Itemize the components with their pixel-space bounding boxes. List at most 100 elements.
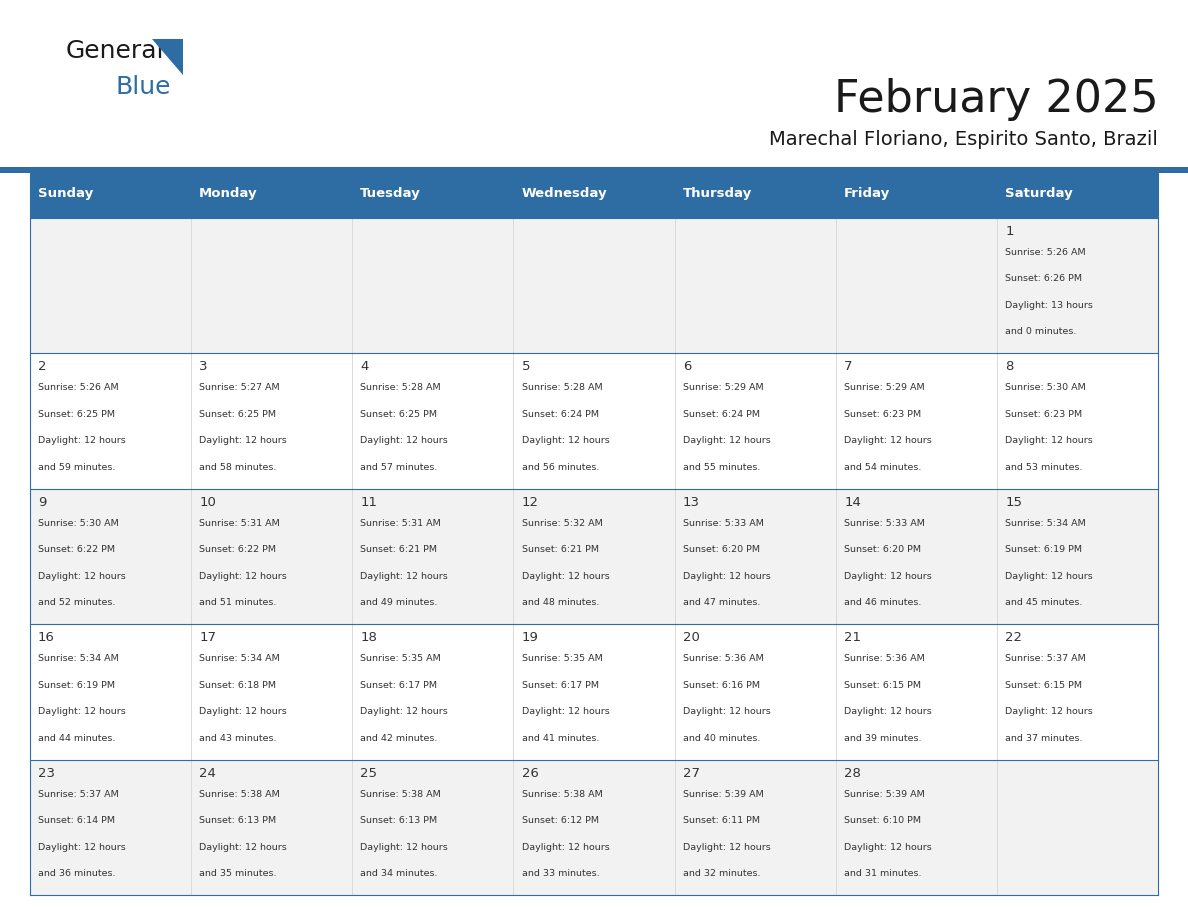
Bar [836, 353, 997, 488]
Bar [0, 167, 1188, 173]
Bar [191, 218, 352, 353]
Text: Sunrise: 5:36 AM: Sunrise: 5:36 AM [845, 655, 925, 664]
Text: Saturday: Saturday [1005, 187, 1073, 200]
Bar [352, 624, 513, 759]
Text: 25: 25 [360, 767, 378, 780]
Bar [191, 759, 352, 895]
Text: Sunset: 6:21 PM: Sunset: 6:21 PM [360, 545, 437, 554]
Text: 1: 1 [1005, 225, 1013, 238]
Text: Sunset: 6:20 PM: Sunset: 6:20 PM [683, 545, 760, 554]
Text: and 41 minutes.: and 41 minutes. [522, 733, 599, 743]
Text: Blue: Blue [115, 75, 171, 99]
Text: Daylight: 12 hours: Daylight: 12 hours [360, 843, 448, 852]
Text: Sunrise: 5:33 AM: Sunrise: 5:33 AM [683, 519, 764, 528]
Text: Sunset: 6:25 PM: Sunset: 6:25 PM [360, 409, 437, 419]
Text: Sunset: 6:12 PM: Sunset: 6:12 PM [522, 816, 599, 825]
Text: Sunday: Sunday [38, 187, 93, 200]
Text: 4: 4 [360, 361, 368, 374]
Text: Sunset: 6:22 PM: Sunset: 6:22 PM [38, 545, 115, 554]
Text: Sunrise: 5:39 AM: Sunrise: 5:39 AM [683, 789, 764, 799]
Bar [836, 170, 997, 218]
Text: Sunset: 6:16 PM: Sunset: 6:16 PM [683, 681, 760, 689]
Bar [30, 218, 191, 353]
Text: Sunset: 6:19 PM: Sunset: 6:19 PM [1005, 545, 1082, 554]
Text: Sunset: 6:23 PM: Sunset: 6:23 PM [1005, 409, 1082, 419]
Text: Sunset: 6:22 PM: Sunset: 6:22 PM [200, 545, 277, 554]
Bar [352, 170, 513, 218]
Text: 7: 7 [845, 361, 853, 374]
Text: Sunset: 6:24 PM: Sunset: 6:24 PM [683, 409, 760, 419]
Bar [513, 170, 675, 218]
Bar [352, 759, 513, 895]
Bar [836, 488, 997, 624]
Text: Daylight: 12 hours: Daylight: 12 hours [683, 436, 771, 445]
Text: Friday: Friday [843, 187, 890, 200]
Text: Sunrise: 5:36 AM: Sunrise: 5:36 AM [683, 655, 764, 664]
Polygon shape [152, 39, 183, 75]
Text: Daylight: 12 hours: Daylight: 12 hours [360, 572, 448, 581]
Text: Sunset: 6:14 PM: Sunset: 6:14 PM [38, 816, 115, 825]
Text: Sunrise: 5:31 AM: Sunrise: 5:31 AM [360, 519, 441, 528]
Text: Sunrise: 5:35 AM: Sunrise: 5:35 AM [360, 655, 441, 664]
Text: Daylight: 12 hours: Daylight: 12 hours [845, 843, 931, 852]
Text: Sunset: 6:25 PM: Sunset: 6:25 PM [200, 409, 277, 419]
Text: Sunset: 6:23 PM: Sunset: 6:23 PM [845, 409, 921, 419]
Bar [352, 218, 513, 353]
Bar [836, 218, 997, 353]
Text: Daylight: 12 hours: Daylight: 12 hours [38, 707, 126, 716]
Text: Wednesday: Wednesday [522, 187, 607, 200]
Text: Sunset: 6:15 PM: Sunset: 6:15 PM [1005, 681, 1082, 689]
Text: and 53 minutes.: and 53 minutes. [1005, 463, 1083, 472]
Text: 2: 2 [38, 361, 46, 374]
Text: Daylight: 12 hours: Daylight: 12 hours [38, 436, 126, 445]
Bar [997, 353, 1158, 488]
Text: and 46 minutes.: and 46 minutes. [845, 599, 922, 607]
Text: 15: 15 [1005, 496, 1023, 509]
Text: February 2025: February 2025 [834, 78, 1158, 121]
Bar [513, 488, 675, 624]
Text: Sunrise: 5:28 AM: Sunrise: 5:28 AM [360, 384, 441, 392]
Text: Daylight: 12 hours: Daylight: 12 hours [1005, 707, 1093, 716]
Text: 21: 21 [845, 632, 861, 644]
Text: Sunrise: 5:35 AM: Sunrise: 5:35 AM [522, 655, 602, 664]
Text: Sunrise: 5:31 AM: Sunrise: 5:31 AM [200, 519, 280, 528]
Text: and 45 minutes.: and 45 minutes. [1005, 599, 1082, 607]
Text: 24: 24 [200, 767, 216, 780]
Bar [30, 624, 191, 759]
Text: Daylight: 12 hours: Daylight: 12 hours [38, 572, 126, 581]
Text: and 56 minutes.: and 56 minutes. [522, 463, 599, 472]
Text: and 42 minutes.: and 42 minutes. [360, 733, 438, 743]
Bar [997, 624, 1158, 759]
Text: and 52 minutes.: and 52 minutes. [38, 599, 115, 607]
Bar [513, 218, 675, 353]
Text: Daylight: 12 hours: Daylight: 12 hours [200, 436, 287, 445]
Text: 27: 27 [683, 767, 700, 780]
Text: Sunrise: 5:30 AM: Sunrise: 5:30 AM [38, 519, 119, 528]
Text: and 32 minutes.: and 32 minutes. [683, 869, 760, 879]
Text: and 51 minutes.: and 51 minutes. [200, 599, 277, 607]
Bar [675, 488, 836, 624]
Text: 8: 8 [1005, 361, 1013, 374]
Text: Sunset: 6:13 PM: Sunset: 6:13 PM [360, 816, 437, 825]
Text: Thursday: Thursday [683, 187, 752, 200]
Bar [836, 759, 997, 895]
Bar [997, 218, 1158, 353]
Text: Sunset: 6:25 PM: Sunset: 6:25 PM [38, 409, 115, 419]
Text: Monday: Monday [198, 187, 258, 200]
Bar [191, 353, 352, 488]
Text: Daylight: 13 hours: Daylight: 13 hours [1005, 301, 1093, 309]
Text: Sunrise: 5:39 AM: Sunrise: 5:39 AM [845, 789, 925, 799]
Text: and 48 minutes.: and 48 minutes. [522, 599, 599, 607]
Text: and 0 minutes.: and 0 minutes. [1005, 327, 1076, 336]
Bar [997, 488, 1158, 624]
Text: Sunset: 6:21 PM: Sunset: 6:21 PM [522, 545, 599, 554]
Text: Daylight: 12 hours: Daylight: 12 hours [522, 707, 609, 716]
Text: Sunrise: 5:33 AM: Sunrise: 5:33 AM [845, 519, 925, 528]
Bar [30, 488, 191, 624]
Text: and 58 minutes.: and 58 minutes. [200, 463, 277, 472]
Bar [191, 488, 352, 624]
Text: 16: 16 [38, 632, 55, 644]
Text: Sunrise: 5:38 AM: Sunrise: 5:38 AM [200, 789, 280, 799]
Bar [191, 624, 352, 759]
Text: and 55 minutes.: and 55 minutes. [683, 463, 760, 472]
